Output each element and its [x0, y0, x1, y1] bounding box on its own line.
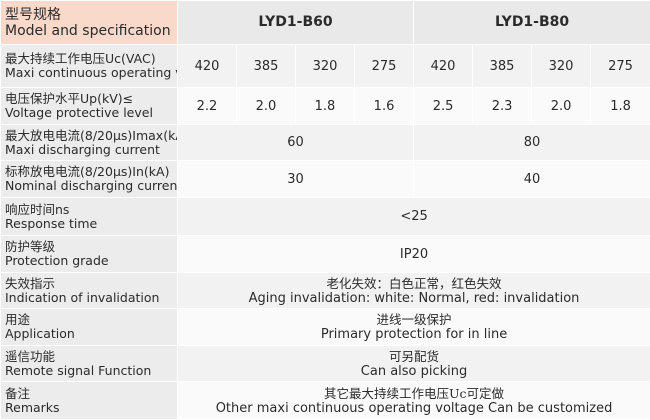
value-cell: 60	[178, 125, 414, 161]
value-cell: 进线一级保护 Primary protection for in line	[178, 309, 650, 346]
value-en: Other maxi continuous operating voltage …	[178, 401, 650, 416]
label-en: Indication of invalidation	[5, 291, 177, 305]
row-response: 响应时间ns Response time <25	[1, 198, 650, 236]
row-application: 用途 Application 进线一级保护 Primary protection…	[1, 309, 650, 346]
value-cell: 2.2	[178, 88, 237, 125]
voltage-label: 最大持续工作电压Uc(VAC) Maxi continuous operatin…	[1, 45, 178, 88]
application-label: 用途 Application	[1, 309, 178, 346]
value-cell: 385	[473, 45, 532, 88]
value-cell: 1.8	[296, 88, 355, 125]
invalidation-label: 失效指示 Indication of invalidation	[1, 273, 178, 309]
value-cell: IP20	[178, 236, 650, 273]
label-en: Application	[5, 327, 177, 341]
label-zh: 电压保护水平Up(kV)≤	[5, 92, 177, 106]
max-current-label: 最大放电电流(8/20μs)Imax(kA) Maxi discharging …	[1, 125, 178, 161]
value-cell: 275	[591, 45, 650, 88]
value-cell: 420	[414, 45, 473, 88]
header-row: 型号规格 Model and specification LYD1-B60 LY…	[1, 1, 650, 45]
protective-label: 电压保护水平Up(kV)≤ Voltage protective level	[1, 88, 178, 125]
label-en: Nominal discharging current	[5, 179, 177, 193]
label-zh: 最大持续工作电压Uc(VAC)	[5, 52, 177, 66]
model-b60: LYD1-B60	[178, 1, 414, 45]
nominal-current-label: 标称放电电流(8/20μs)In(kA) Nominal discharging…	[1, 161, 178, 198]
value-cell: 320	[532, 45, 591, 88]
label-en: Protection grade	[5, 254, 177, 268]
value-cell: 420	[178, 45, 237, 88]
label-zh: 响应时间ns	[5, 203, 177, 217]
label-zh: 用途	[5, 313, 177, 327]
label-zh: 防护等级	[5, 240, 177, 254]
remarks-label: 备注 Remarks	[1, 382, 178, 420]
row-invalidation: 失效指示 Indication of invalidation 老化失效：白色正…	[1, 273, 650, 309]
response-label: 响应时间ns Response time	[1, 198, 178, 236]
row-voltage: 最大持续工作电压Uc(VAC) Maxi continuous operatin…	[1, 45, 650, 88]
label-en: Maxi continuous operating voltage	[5, 66, 177, 80]
value-cell: 2.3	[473, 88, 532, 125]
value-cell: 80	[414, 125, 650, 161]
value-cell: 320	[296, 45, 355, 88]
value-cell: 40	[414, 161, 650, 198]
value-en: Primary protection for in line	[178, 327, 650, 342]
row-nominal-current: 标称放电电流(8/20μs)In(kA) Nominal discharging…	[1, 161, 650, 198]
value-cell: 385	[237, 45, 296, 88]
label-zh: 失效指示	[5, 277, 177, 291]
row-protective: 电压保护水平Up(kV)≤ Voltage protective level 2…	[1, 88, 650, 125]
value-cell: 其它最大持续工作电压Uc可定做 Other maxi continuous op…	[178, 382, 650, 420]
label-en: Model and specification	[5, 23, 177, 39]
model-spec-label: 型号规格 Model and specification	[1, 1, 178, 45]
value-cell: 1.6	[355, 88, 414, 125]
value-cell: 2.5	[414, 88, 473, 125]
label-zh: 备注	[5, 387, 177, 401]
row-remote: 遥信功能 Remote signal Function 可另配货 Can als…	[1, 346, 650, 382]
label-zh: 型号规格	[5, 7, 177, 23]
value-zh: 可另配货	[178, 349, 650, 364]
label-zh: 最大放电电流(8/20μs)Imax(kA)	[5, 129, 177, 143]
value-zh: 其它最大持续工作电压Uc可定做	[178, 386, 650, 401]
value-zh: 老化失效：白色正常，红色失效	[178, 276, 650, 291]
value-cell: 275	[355, 45, 414, 88]
value-en: Aging invalidation: white: Normal, red: …	[178, 291, 650, 306]
value-cell: <25	[178, 198, 650, 236]
model-b80: LYD1-B80	[414, 1, 650, 45]
label-zh: 标称放电电流(8/20μs)In(kA)	[5, 165, 177, 179]
value-cell: 可另配货 Can also picking	[178, 346, 650, 382]
label-en: Remote signal Function	[5, 364, 177, 378]
row-remarks: 备注 Remarks 其它最大持续工作电压Uc可定做 Other maxi co…	[1, 382, 650, 420]
value-cell: 2.0	[532, 88, 591, 125]
grade-label: 防护等级 Protection grade	[1, 236, 178, 273]
row-grade: 防护等级 Protection grade IP20	[1, 236, 650, 273]
label-en: Remarks	[5, 401, 177, 415]
label-en: Voltage protective level	[5, 106, 177, 120]
value-zh: 进线一级保护	[178, 312, 650, 327]
value-cell: 老化失效：白色正常，红色失效 Aging invalidation: white…	[178, 273, 650, 309]
value-cell: 2.0	[237, 88, 296, 125]
row-max-current: 最大放电电流(8/20μs)Imax(kA) Maxi discharging …	[1, 125, 650, 161]
value-cell: 1.8	[591, 88, 650, 125]
label-en: Response time	[5, 217, 177, 231]
value-en: Can also picking	[178, 364, 650, 379]
label-en: Maxi discharging current	[5, 143, 177, 157]
remote-label: 遥信功能 Remote signal Function	[1, 346, 178, 382]
value-cell: 30	[178, 161, 414, 198]
label-zh: 遥信功能	[5, 350, 177, 364]
